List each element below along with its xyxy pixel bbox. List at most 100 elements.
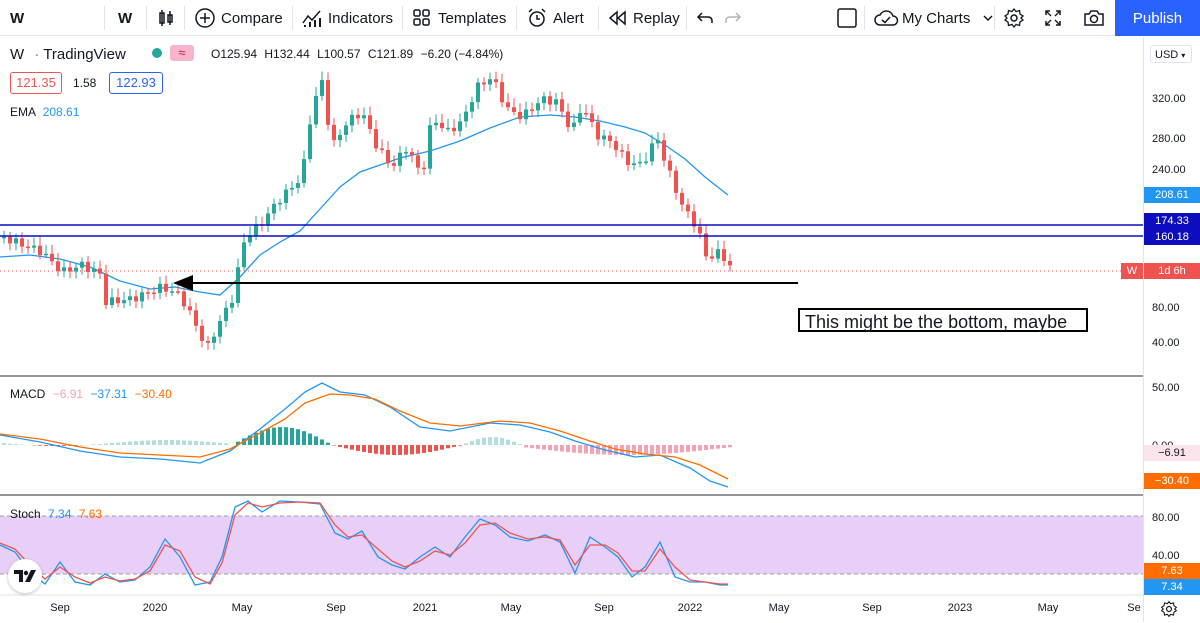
currency-selector[interactable]: USD ▾ [1150,45,1192,63]
macd-hist-bar [728,445,732,447]
chart-style-button[interactable] [156,0,176,36]
candle [266,213,270,225]
interval-button[interactable]: W [118,0,132,36]
indicators-button[interactable]: Indicators [301,0,393,36]
settings-button[interactable] [1003,0,1025,36]
candle [98,268,102,273]
macd-hist-bar [176,440,180,445]
data-delay-icon[interactable]: ≈ [170,45,194,61]
replay-button[interactable]: Replay [608,0,680,36]
alarm-clock-icon [526,7,548,29]
candle [410,152,414,155]
tradingview-logo-icon [13,569,37,583]
candle [116,297,120,303]
indicators-label: Indicators [328,10,393,27]
price-axis-label: 80.00 [1152,302,1180,314]
macd-hist-bar [650,445,654,454]
macd-hist-bar [584,445,588,454]
macd-hist-bar [122,442,126,445]
chart-settings-button[interactable] [1160,600,1178,623]
legend-ohlc: O125.94 H132.44 L100.57 C121.89 −6.20 (−… [211,47,503,61]
macd-hist-bar [182,440,186,445]
candle [194,310,198,325]
time-axis-label: 2020 [143,602,167,614]
my-charts-button[interactable]: My Charts [873,0,994,36]
chart-area[interactable]: 320.00 280.00 240.00 80.00 40.00 50.00 0… [0,37,1200,622]
macd-hist-bar [704,445,708,450]
candle [62,267,66,271]
redo-button[interactable] [724,0,742,36]
candle [344,125,348,134]
macd-hist-bar [392,445,396,455]
candle [44,254,48,256]
candle [164,284,168,292]
candle [284,190,288,203]
time-axis-label: Sep [50,602,70,614]
ask-price-box[interactable]: 122.93 [109,72,163,94]
macd-hist-bar [188,441,192,445]
rewind-icon [608,9,628,27]
macd-hist-bar [296,429,300,445]
countdown-badge: 1d 6h [1144,263,1200,279]
macd-hist-bar [350,445,354,450]
candle [182,291,186,306]
candle [446,128,450,130]
snapshot-button[interactable] [1082,0,1106,36]
symbol-search-button[interactable]: W [10,0,24,36]
candle [134,296,138,301]
annotation-callout[interactable]: This might be the bottom, maybe [798,308,1088,332]
price-axis-label: 40.00 [1152,337,1180,349]
candle [386,150,390,163]
candle [434,123,438,125]
alert-button[interactable]: Alert [526,0,584,36]
macd-hist-bar [506,440,510,445]
ema-legend: EMA 208.61 [10,105,79,119]
candle [380,148,384,150]
candle [422,168,426,170]
macd-hist-bar [2,443,6,445]
stoch-legend: Stoch 7.34 7.63 [10,507,102,521]
publish-button[interactable]: Publish [1115,0,1200,36]
candle [704,233,708,256]
candle [68,267,72,271]
compare-button[interactable]: Compare [194,0,283,36]
macd-hist-bar [446,445,450,448]
macd-hist-bar [170,440,174,445]
undo-button[interactable] [696,0,714,36]
candle [638,162,642,164]
stoch-axis-label: 80.00 [1152,512,1180,524]
macd-hist-bar [698,445,702,451]
fullscreen-button[interactable] [1043,0,1063,36]
candle [332,125,336,140]
macd-hist-bar [212,442,216,445]
time-axis-label: May [769,602,790,614]
macd-hist-bar [578,445,582,453]
macd-legend: MACD −6.91 −37.31 −30.40 [10,387,172,401]
chevron-down-icon [982,12,994,24]
tradingview-logo[interactable] [8,559,42,593]
candle [398,153,402,166]
redo-icon [724,10,742,26]
candle [26,247,30,249]
macd-hist-bar [200,441,204,445]
candle [500,82,504,102]
macd-hist-bar [524,445,528,447]
candle [614,141,618,150]
layout-button[interactable] [836,0,858,36]
candle [494,79,498,82]
macd-hist-bar [554,445,558,451]
macd-hist-bar [98,444,102,445]
macd-hist-bar [320,439,324,445]
candle [110,297,114,305]
candle [158,284,162,293]
candle [122,300,126,303]
bid-price-box[interactable]: 121.35 [10,72,62,94]
candle [296,183,300,188]
last-symbol-badge: W [1121,263,1143,279]
templates-button[interactable]: Templates [412,0,506,36]
macd-hist-bar [674,445,678,453]
candle [350,115,354,126]
candle [536,103,540,110]
candle [86,262,90,272]
